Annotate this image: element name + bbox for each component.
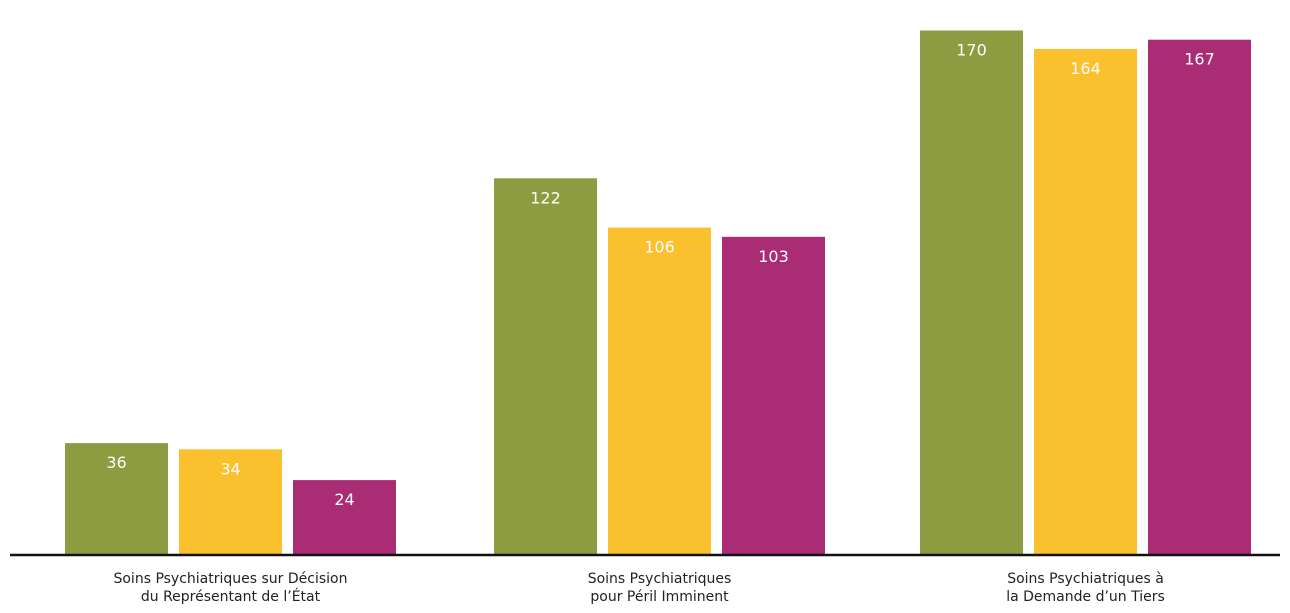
bar-value-label: 103 xyxy=(758,247,789,266)
bar-1-3 xyxy=(293,480,396,554)
bar-value-label: 170 xyxy=(956,40,987,59)
category-label-line: la Demande d’un Tiers xyxy=(1006,589,1165,605)
category-labels-layer: Soins Psychiatriques sur Décision du Repr… xyxy=(113,571,1164,605)
bar-value-label: 24 xyxy=(334,490,354,509)
category-label: Soins Psychiatriques pour Péril Imminent xyxy=(588,571,732,605)
category-label-line: Soins Psychiatriques à xyxy=(1007,571,1164,587)
bar-2-3 xyxy=(722,236,825,554)
bar-1-1 xyxy=(65,443,168,554)
bar-value-label: 106 xyxy=(644,238,675,257)
bar-value-label: 164 xyxy=(1070,59,1101,78)
category-label-line: du Représentant de l’État xyxy=(141,588,321,605)
category-label-line: Soins Psychiatriques xyxy=(588,571,732,587)
bar-1-2 xyxy=(179,449,282,554)
bar-value-label: 34 xyxy=(220,459,240,478)
category-label: Soins Psychiatriques à la Demande d’un Ti… xyxy=(1006,571,1165,605)
bar-3-1 xyxy=(920,30,1023,554)
bar-value-label: 167 xyxy=(1184,50,1215,69)
bar-2-1 xyxy=(494,178,597,554)
category-label-line: Soins Psychiatriques sur Décision xyxy=(113,571,347,587)
value-labels-layer: 36 34 24 122 106 103 170 164 167 xyxy=(106,40,1214,509)
bars-layer xyxy=(65,30,1251,555)
bar-value-label: 122 xyxy=(530,188,561,207)
bar-3-2 xyxy=(1034,48,1137,555)
category-label: Soins Psychiatriques sur Décision du Repr… xyxy=(113,571,347,605)
bar-3-3 xyxy=(1148,39,1251,555)
bar-value-label: 36 xyxy=(106,453,126,472)
bar-2-2 xyxy=(608,227,711,554)
category-label-line: pour Péril Imminent xyxy=(590,589,729,605)
